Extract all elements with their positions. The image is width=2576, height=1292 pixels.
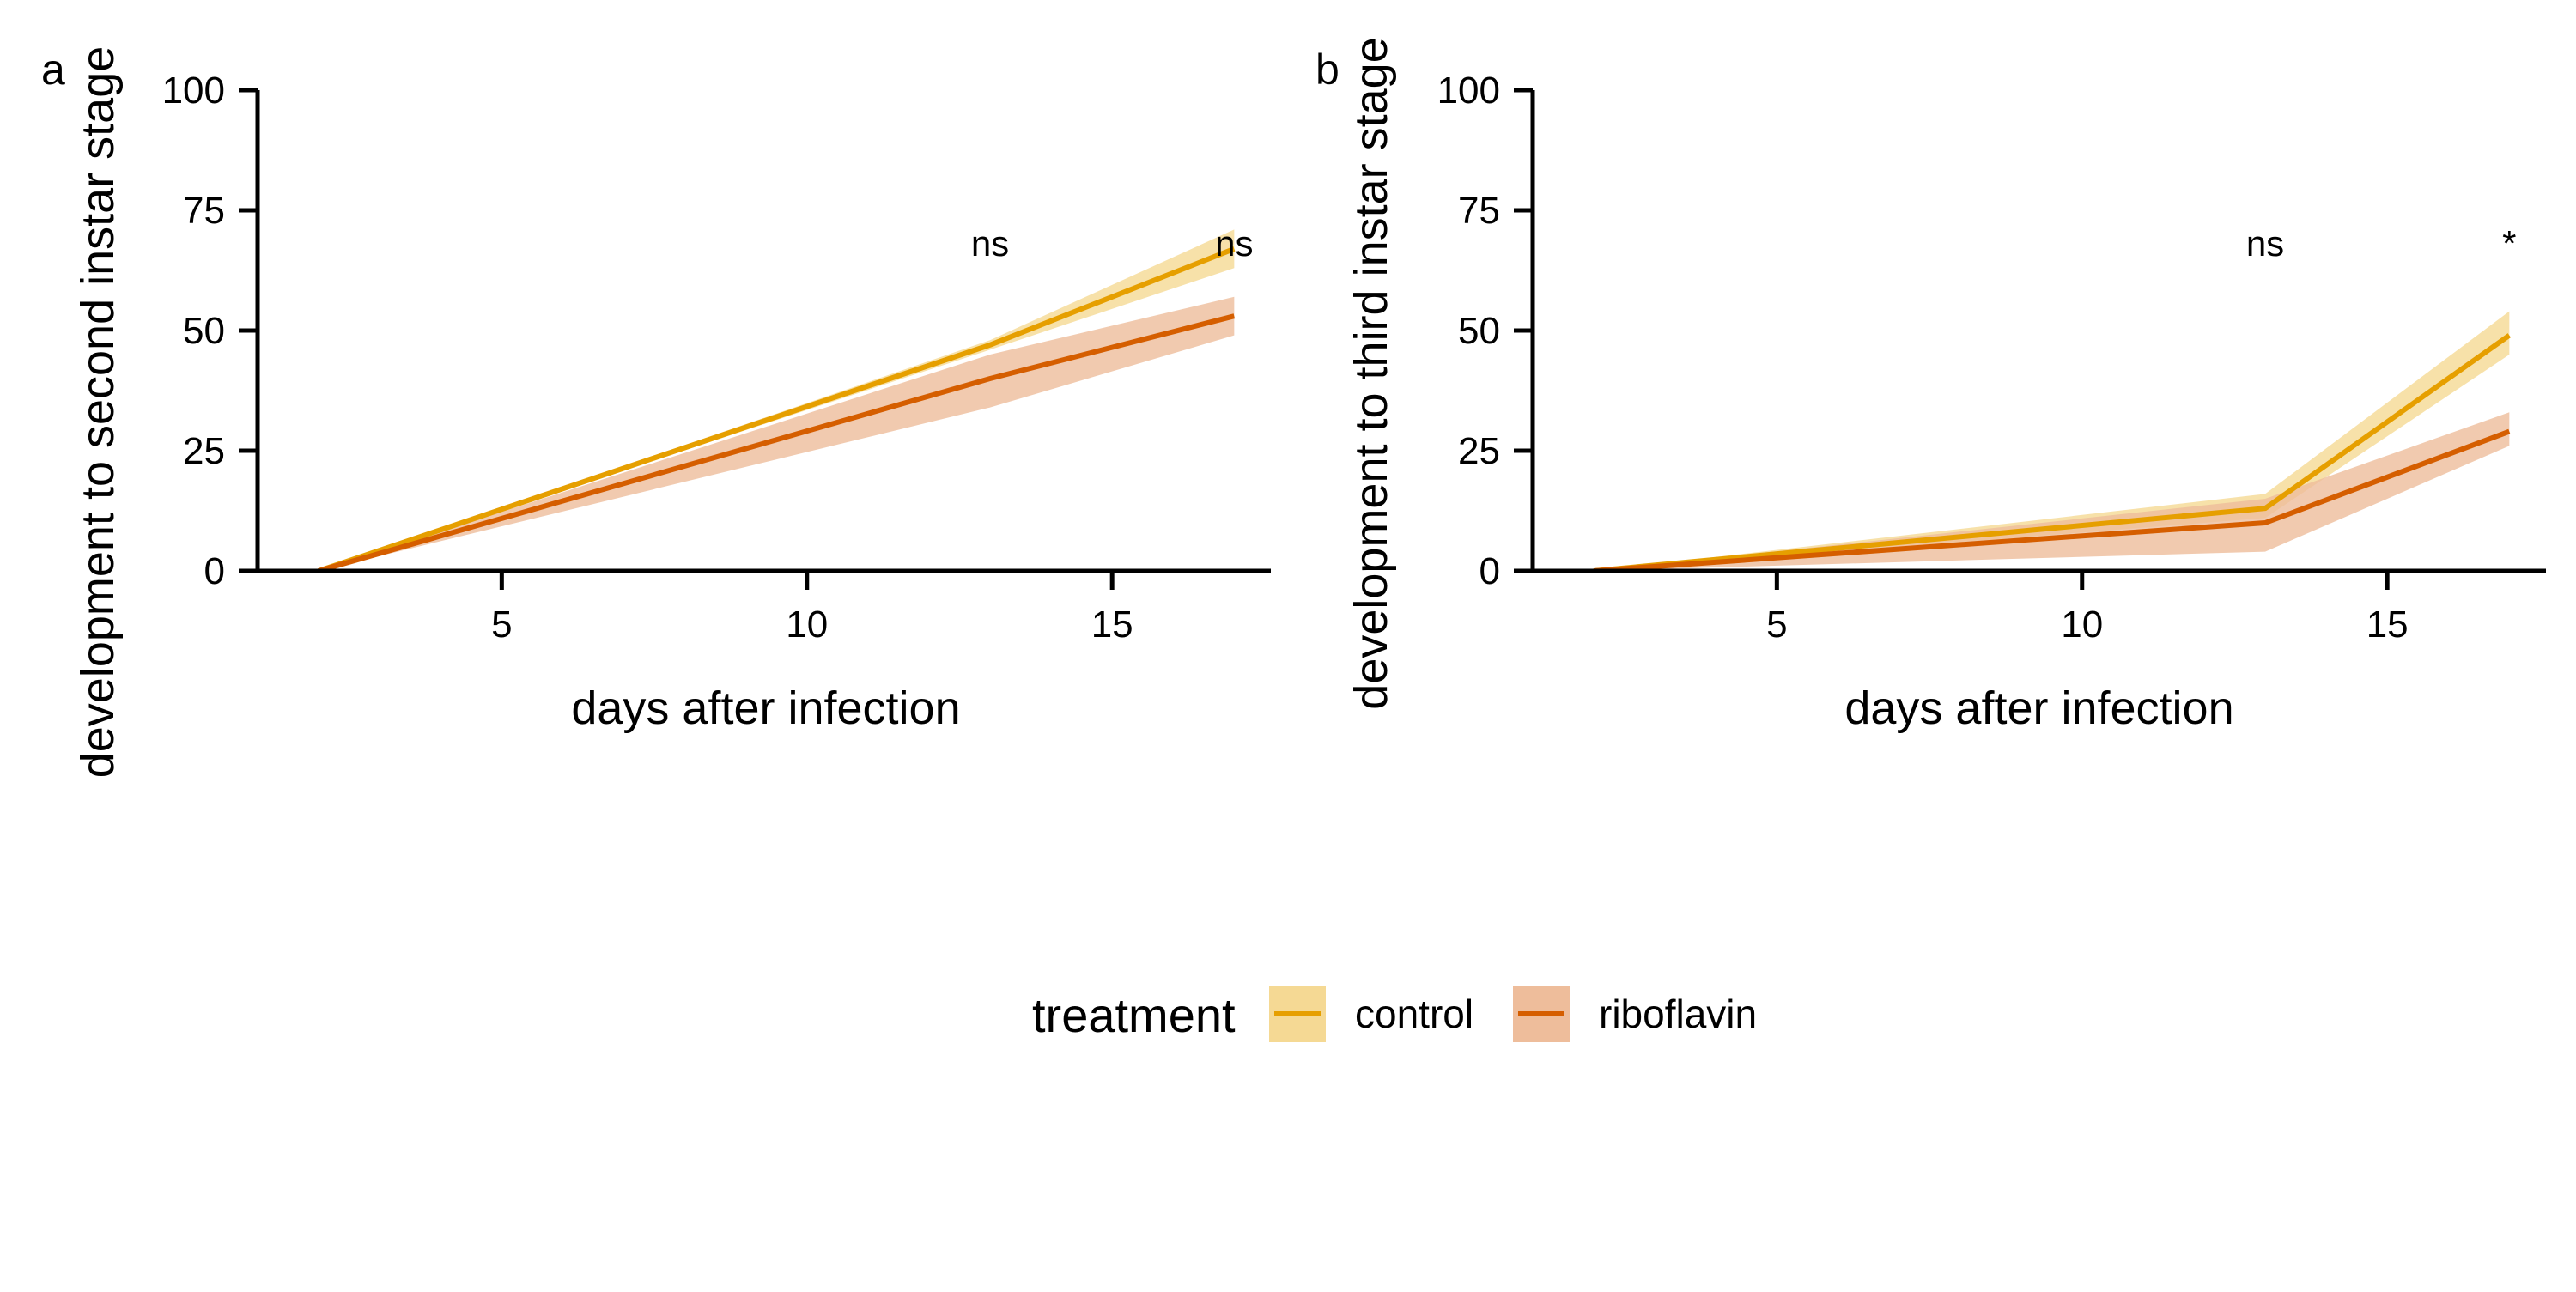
panel-a-x-tick-label: 15 xyxy=(1091,604,1133,646)
panel-b: b development to third instar stage days… xyxy=(1315,37,2546,734)
legend-title: treatment xyxy=(1032,988,1236,1042)
panel-b-plot-area: 0 25 50 75 100 5 10 15 ns * xyxy=(1437,70,2546,646)
legend-item-riboflavin: riboflavin xyxy=(1513,986,1757,1042)
panel-b-y-tick-label: 50 xyxy=(1458,310,1500,352)
panel-a-plot-area: 0 25 50 75 100 5 10 15 ns ns xyxy=(162,70,1271,646)
panel-a-tag: a xyxy=(41,45,65,94)
panel-a-band-control xyxy=(319,229,1235,571)
panel-b-y-tick-label: 100 xyxy=(1437,70,1500,112)
panel-a-y-tick-label: 75 xyxy=(183,190,225,232)
panel-a-line-control xyxy=(318,246,1236,573)
panel-b-significance-label: ns xyxy=(2246,223,2284,264)
panel-b-x-tick-label: 10 xyxy=(2061,604,2103,646)
panel-b-line-control xyxy=(1593,333,2512,573)
panel-a-significance-label: ns xyxy=(971,223,1009,264)
panel-a-x-axis-title: days after infection xyxy=(571,682,960,734)
panel-b-y-tick-label: 0 xyxy=(1479,550,1500,592)
panel-b-x-axis-title: days after infection xyxy=(1844,682,2233,734)
panel-b-x-tick-label: 5 xyxy=(1766,604,1787,646)
panel-a-y-tick-label: 25 xyxy=(183,430,225,472)
panel-b-y-tick-label: 75 xyxy=(1458,190,1500,232)
panel-b-tag: b xyxy=(1315,45,1340,94)
panel-b-y-tick-label: 25 xyxy=(1458,430,1500,472)
panel-a-x-tick-label: 10 xyxy=(786,604,828,646)
panel-a: a development to second instar stage day… xyxy=(41,45,1271,778)
panel-b-y-axis-title: development to third instar stage xyxy=(1346,37,1397,709)
panel-a-y-tick-label: 100 xyxy=(162,70,225,112)
legend-label-control: control xyxy=(1355,992,1473,1036)
panel-a-y-axis-title: development to second instar stage xyxy=(72,46,124,779)
panel-b-line-riboflavin xyxy=(1593,428,2511,573)
panel-b-significance-label: * xyxy=(2502,223,2516,264)
legend: treatment control riboflavin xyxy=(1032,986,1757,1042)
panel-a-x-tick-label: 5 xyxy=(491,604,512,646)
legend-label-riboflavin: riboflavin xyxy=(1599,992,1757,1036)
panel-b-band-riboflavin xyxy=(1594,412,2510,571)
panel-a-line-riboflavin xyxy=(318,313,1236,573)
panel-b-x-tick-label: 15 xyxy=(2366,604,2409,646)
panel-a-band-riboflavin xyxy=(319,296,1235,571)
panel-a-y-tick-label: 50 xyxy=(183,310,225,352)
panel-a-y-tick-label: 0 xyxy=(204,550,225,592)
panel-a-significance-label: ns xyxy=(1215,223,1253,264)
legend-item-control: control xyxy=(1269,986,1473,1042)
